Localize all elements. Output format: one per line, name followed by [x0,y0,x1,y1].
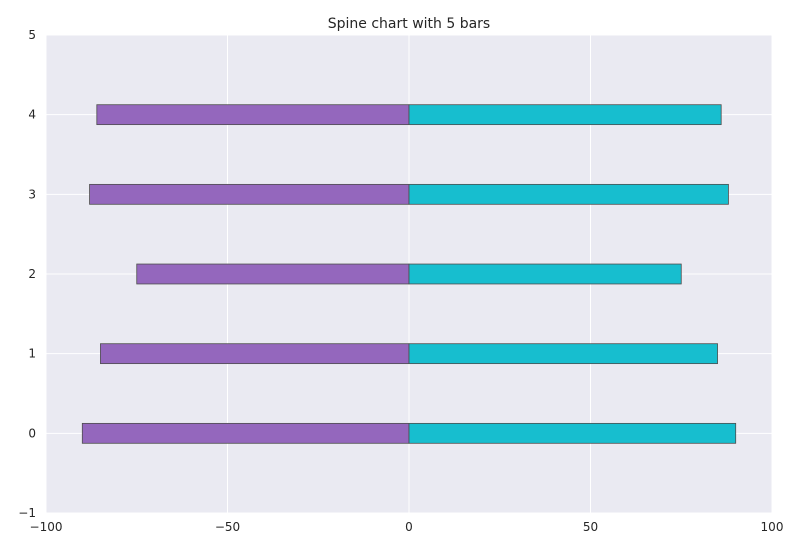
y-tick-label: 0 [28,426,36,440]
bar-left-2 [136,263,410,285]
x-tick-label: −50 [215,520,240,534]
bar-right-2 [408,263,682,285]
y-tick-label: 3 [28,187,36,201]
y-tick-label: 5 [28,28,36,42]
y-tick-label: −1 [18,506,36,520]
x-tick-label: −100 [30,520,63,534]
y-axis-ticks: −1 0 1 2 3 4 5 [18,28,36,520]
x-axis-ticks: −100 −50 0 50 100 [30,520,784,534]
bar-left-0 [81,422,410,444]
x-tick-label: 100 [761,520,784,534]
bar-left-4 [96,104,410,126]
x-tick-label: 0 [405,520,413,534]
bar-right-3 [408,183,729,205]
bar-right-1 [408,343,718,365]
y-tick-label: 4 [28,108,36,122]
chart-title: Spine chart with 5 bars [328,16,490,32]
bar-right-4 [408,104,722,126]
bars [81,104,737,444]
y-tick-label: 1 [28,347,36,361]
y-tick-label: 2 [28,267,36,281]
bar-left-3 [89,183,410,205]
bar-left-1 [100,343,410,365]
x-tick-label: 50 [583,520,598,534]
bar-right-0 [408,422,737,444]
